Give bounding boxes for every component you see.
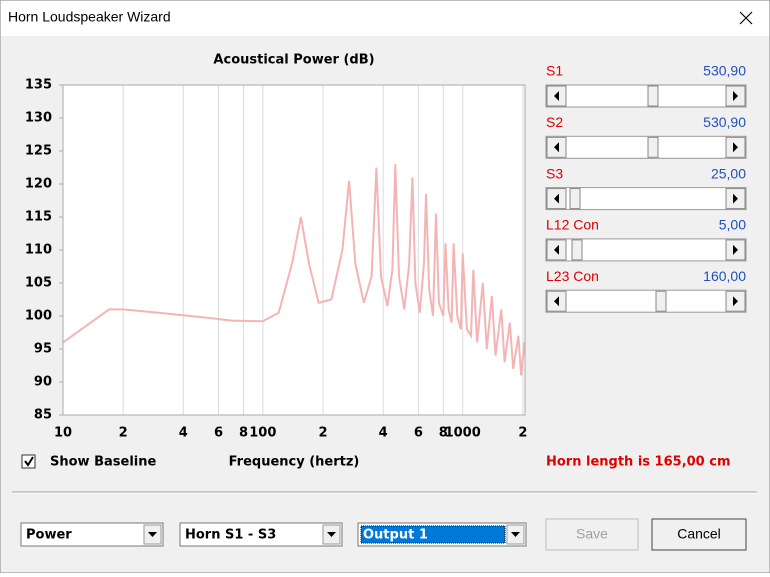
- slider-thumb[interactable]: [647, 136, 659, 158]
- y-tick-label: 85: [34, 408, 52, 423]
- arrow: [554, 244, 559, 255]
- plot-border: [62, 84, 526, 416]
- dropdown[interactable]: [179, 522, 343, 547]
- slider-track[interactable]: [545, 289, 747, 313]
- slider-label: L12 Con: [546, 217, 599, 233]
- arrow: [554, 142, 559, 153]
- slider-track[interactable]: [545, 135, 747, 159]
- slider-value: 530,90: [703, 63, 746, 79]
- arrow: [733, 244, 738, 255]
- slider-label: S3: [546, 165, 563, 181]
- arrow: [733, 296, 738, 307]
- y-tick-label: 105: [25, 276, 52, 291]
- y-tick-label: 135: [25, 78, 52, 93]
- arrow: [554, 91, 559, 101]
- slider-value: 160,00: [703, 268, 746, 284]
- slider-track[interactable]: [545, 238, 747, 262]
- y-tick-label: 110: [25, 243, 52, 258]
- slider-value: 25,00: [711, 165, 746, 181]
- slider-label: L23 Con: [546, 268, 599, 284]
- x-axis-label: Frequency (hertz): [229, 455, 360, 470]
- check-mark: [24, 456, 34, 467]
- slider-value: 530,90: [703, 114, 746, 130]
- arrow: [733, 193, 738, 204]
- arrow: [511, 532, 520, 537]
- x-tick-label: 4: [379, 426, 388, 441]
- slider-track[interactable]: [545, 84, 747, 108]
- dropdown-text[interactable]: Output 1: [363, 528, 428, 543]
- slider-label: S1: [546, 63, 563, 79]
- x-tick-label: 10: [54, 426, 72, 441]
- horn-length: Horn length is 165,00 cm: [546, 455, 731, 470]
- x-tick-label: 2: [518, 426, 527, 441]
- arrow: [327, 532, 336, 537]
- arrow: [554, 296, 559, 307]
- curve: [62, 164, 526, 376]
- x-tick-label: 2: [119, 426, 128, 441]
- title-bar: [1, 1, 769, 36]
- checkbox-label[interactable]: Show Baseline: [50, 455, 156, 470]
- arrow: [554, 193, 559, 204]
- x-tick-label: 6: [214, 426, 223, 441]
- x-tick-label: 1000: [445, 426, 481, 441]
- y-tick-label: 100: [25, 309, 52, 324]
- slider-thumb[interactable]: [569, 188, 581, 210]
- cancel-button[interactable]: [651, 518, 747, 551]
- y-tick-label: 125: [25, 144, 52, 159]
- window-title: Horn Loudspeaker Wizard: [8, 9, 171, 25]
- arrow: [733, 142, 738, 153]
- x-tick-label: 2: [318, 426, 327, 441]
- x-tick-label: 100: [249, 426, 276, 441]
- save-label[interactable]: Save: [576, 526, 608, 542]
- slider-thumb[interactable]: [571, 239, 583, 261]
- slider-label: S2: [546, 114, 563, 130]
- save-button[interactable]: [545, 518, 639, 551]
- slider-value: 5,00: [719, 217, 746, 233]
- cancel-label[interactable]: Cancel: [677, 526, 721, 542]
- arrow: [733, 91, 738, 101]
- slider-track[interactable]: [545, 187, 747, 211]
- y-tick-label: 130: [25, 111, 52, 126]
- arrow: [148, 532, 157, 537]
- dropdown-text[interactable]: Horn S1 - S3: [185, 528, 276, 543]
- dropdown[interactable]: [20, 522, 164, 547]
- selection: [360, 525, 506, 544]
- y-tick-label: 95: [34, 342, 52, 357]
- x-tick-label: 6: [414, 426, 423, 441]
- y-tick-label: 90: [34, 375, 52, 390]
- x-tick-label: 8: [239, 426, 248, 441]
- x-tick-label: 8: [439, 426, 448, 441]
- slider-thumb[interactable]: [655, 290, 667, 312]
- y-tick-label: 120: [25, 177, 52, 192]
- x-tick-label: 4: [179, 426, 188, 441]
- close-button[interactable]: [739, 11, 753, 25]
- chart-title: Acoustical Power (dB): [213, 53, 374, 68]
- slider-thumb[interactable]: [647, 85, 659, 107]
- y-tick-label: 115: [25, 210, 52, 225]
- dropdown-text[interactable]: Power: [26, 528, 72, 543]
